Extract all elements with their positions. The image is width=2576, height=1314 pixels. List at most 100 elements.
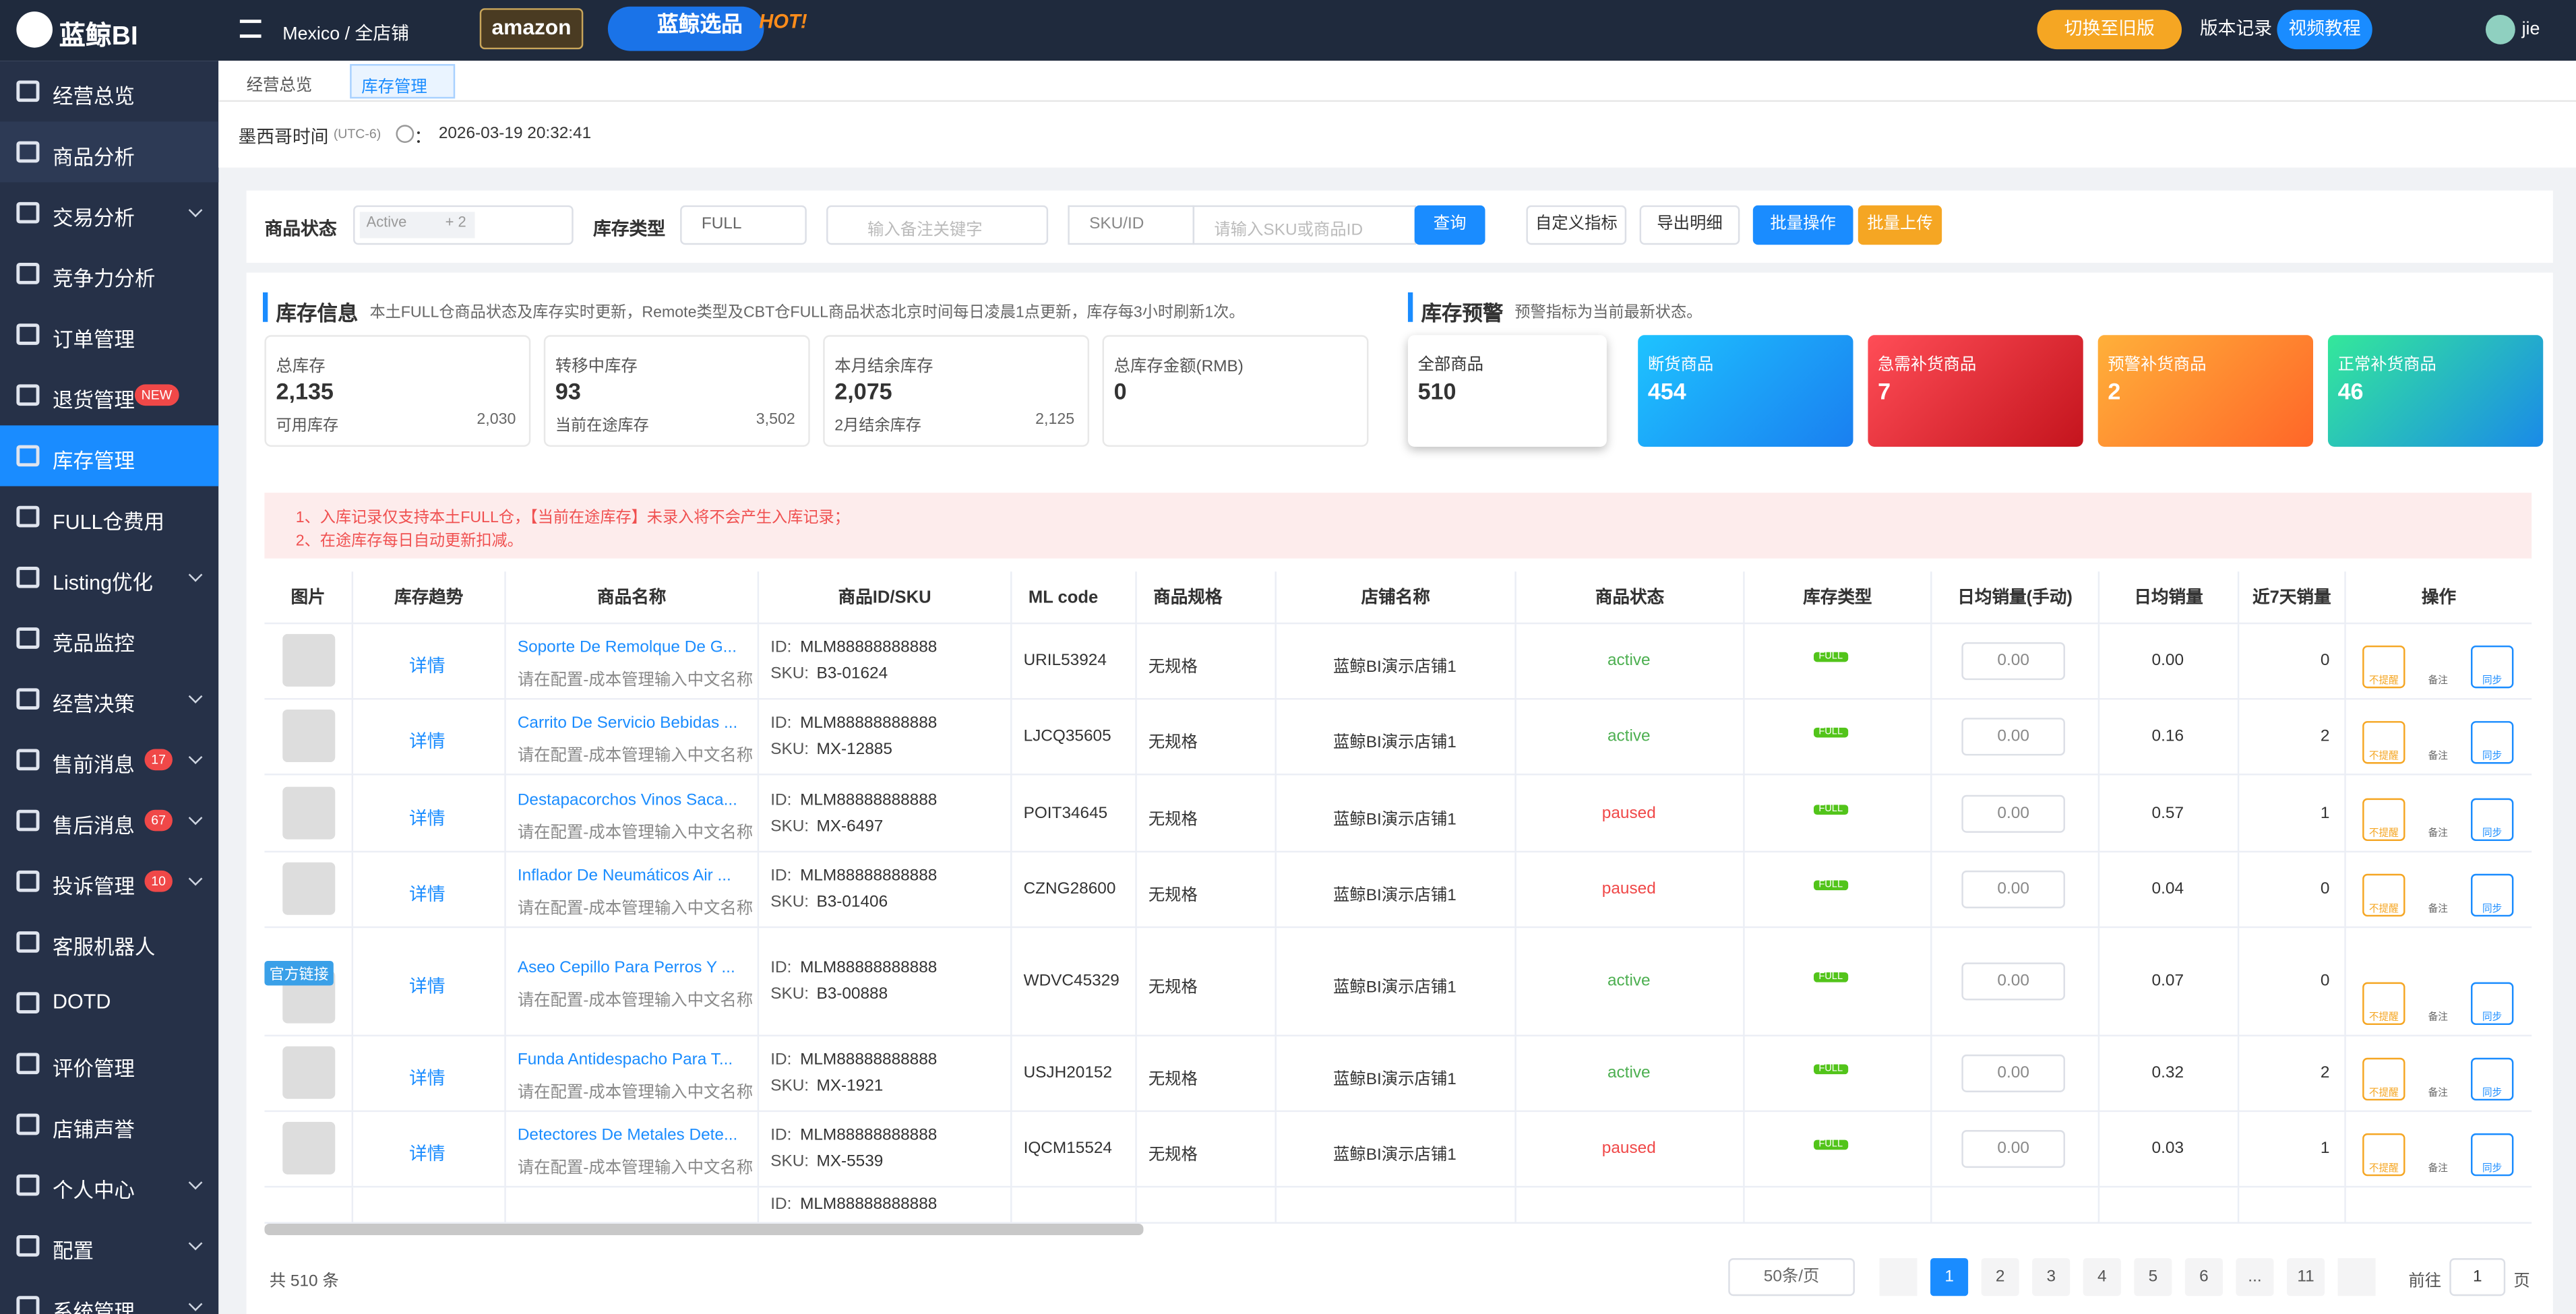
manual-input[interactable]: 0.00 [1961, 870, 2065, 908]
page-button[interactable]: 11 [2287, 1258, 2325, 1296]
page-next[interactable] [2337, 1258, 2376, 1296]
action-button[interactable]: 同步 [2471, 798, 2514, 841]
page-button[interactable]: 4 [2083, 1258, 2121, 1296]
action-button[interactable]: 备注 [2428, 905, 2448, 915]
sidebar-item[interactable]: 店铺声誉 [0, 1094, 218, 1154]
product-name[interactable]: Detectores De Metales Dete... [517, 1127, 738, 1145]
manual-input[interactable]: 0.00 [1961, 1054, 2065, 1092]
filter-button[interactable]: 查询 [1414, 205, 1485, 245]
manual-input[interactable]: 0.00 [1961, 794, 2065, 832]
action-button[interactable]: 不提醒 [2362, 873, 2405, 917]
page-button[interactable]: 6 [2184, 1258, 2223, 1296]
tab-active[interactable]: 库存管理 [350, 64, 456, 99]
sidebar-item[interactable]: 退货管理 NEW [0, 365, 218, 425]
action-button[interactable]: 同步 [2471, 982, 2514, 1025]
action-button[interactable]: 同步 [2471, 1057, 2514, 1101]
action-button[interactable]: 不提醒 [2362, 721, 2405, 764]
user-name[interactable]: jie [2521, 20, 2540, 40]
page-size[interactable]: 50条/页 [1728, 1258, 1855, 1296]
action-button[interactable]: 备注 [2428, 1013, 2448, 1024]
product-name[interactable]: Aseo Cepillo Para Perros Y ... [517, 959, 735, 978]
action-button[interactable]: 备注 [2428, 677, 2448, 687]
sidebar-item[interactable]: 个人中心 [0, 1155, 218, 1216]
goto-input[interactable]: 1 [2449, 1258, 2506, 1296]
action-button[interactable]: 同步 [2471, 873, 2514, 917]
warning-card[interactable]: 急需补货商品 7 [1868, 335, 2083, 447]
warning-card[interactable]: 断货商品 454 [1638, 335, 1853, 447]
action-button[interactable]: 备注 [2428, 829, 2448, 840]
action-button[interactable]: 备注 [2428, 752, 2448, 762]
sidebar-item[interactable]: FULL仓费用 [0, 487, 218, 547]
filter-button[interactable]: 导出明细 [1639, 205, 1740, 245]
header-button[interactable]: 视频教程 [2277, 9, 2372, 50]
detail-link[interactable]: 详情 [408, 977, 446, 997]
sidebar-item[interactable]: 投诉管理 10 [0, 851, 218, 912]
product-name[interactable]: Funda Antidespacho Para T... [517, 1051, 733, 1069]
page-button[interactable]: 1 [1930, 1258, 1969, 1296]
product-name[interactable]: Inflador De Neumáticos Air ... [517, 867, 731, 885]
sidebar-item[interactable]: 竞品监控 [0, 608, 218, 668]
tab[interactable]: 经营总览 [246, 77, 313, 96]
manual-input[interactable]: 0.00 [1961, 718, 2065, 756]
sidebar-item[interactable]: 库存管理 [0, 425, 219, 487]
sku-input[interactable]: 请输入SKU或商品ID [1192, 205, 1417, 245]
product-name[interactable]: Soporte De Remolque De G... [517, 639, 737, 657]
brand-badge[interactable]: 蓝鲸选品 [607, 6, 764, 51]
sidebar-item[interactable]: 系统管理 [0, 1276, 218, 1314]
header-button[interactable]: 版本记录 [2199, 20, 2273, 40]
sidebar-item[interactable]: 客服机器人 [0, 912, 218, 972]
menu-toggle[interactable] [239, 20, 262, 38]
sidebar-item[interactable]: 经营决策 [0, 668, 218, 729]
sidebar-item[interactable]: 交易分析 [0, 183, 218, 243]
detail-link[interactable]: 详情 [408, 809, 446, 829]
detail-link[interactable]: 详情 [408, 657, 446, 677]
sidebar-item[interactable]: 竞争力分析 [0, 243, 218, 304]
action-button[interactable]: 不提醒 [2362, 1133, 2405, 1177]
filter-button[interactable]: 自定义指标 [1526, 205, 1627, 245]
action-button[interactable]: 不提醒 [2362, 645, 2405, 689]
region-select[interactable]: Mexico / 全店铺 [282, 24, 409, 44]
sidebar-item[interactable]: 售后消息 67 [0, 790, 218, 850]
search-input[interactable]: 输入备注关键字 [826, 205, 1049, 245]
warning-card[interactable]: 预警补货商品 2 [2097, 335, 2313, 447]
detail-link[interactable]: 详情 [408, 732, 446, 753]
action-button[interactable]: 不提醒 [2362, 1057, 2405, 1101]
action-button[interactable]: 不提醒 [2362, 798, 2405, 841]
page-button[interactable]: 2 [1981, 1258, 2019, 1296]
action-button[interactable]: 同步 [2471, 1133, 2514, 1177]
sidebar-item[interactable]: 评价管理 [0, 1033, 218, 1094]
sidebar-item[interactable]: 商品分析 [0, 121, 219, 183]
status-select[interactable] [353, 205, 574, 245]
action-button[interactable]: 同步 [2471, 645, 2514, 689]
action-button[interactable]: 备注 [2428, 1089, 2448, 1099]
sidebar-item[interactable]: DOTD [0, 972, 218, 1033]
page-button[interactable]: 5 [2134, 1258, 2172, 1296]
detail-link[interactable]: 详情 [408, 1069, 446, 1090]
sidebar-item[interactable]: Listing优化 [0, 547, 218, 608]
action-button[interactable]: 备注 [2428, 1164, 2448, 1175]
manual-input[interactable]: 0.00 [1961, 642, 2065, 681]
sidebar-item[interactable]: 经营总览 [0, 61, 218, 121]
page-button[interactable]: ... [2236, 1258, 2274, 1296]
filter-button[interactable]: 批量操作 [1752, 205, 1853, 245]
warning-card[interactable]: 全部商品 510 [1407, 335, 1607, 447]
manual-input[interactable]: 0.00 [1961, 962, 2065, 1001]
action-button[interactable]: 同步 [2471, 721, 2514, 764]
manual-input[interactable]: 0.00 [1961, 1130, 2065, 1168]
action-button[interactable]: 不提醒 [2362, 982, 2405, 1025]
type-select[interactable]: FULL [680, 205, 807, 245]
detail-link[interactable]: 详情 [408, 885, 446, 906]
header-button[interactable]: 切换至旧版 [2037, 9, 2182, 50]
product-name[interactable]: Destapacorchos Vinos Saca... [517, 790, 737, 809]
amazon-badge[interactable]: amazon [479, 8, 584, 50]
detail-link[interactable]: 详情 [408, 1144, 446, 1165]
warning-card[interactable]: 正常补货商品 46 [2327, 335, 2544, 447]
page-button[interactable]: 3 [2032, 1258, 2071, 1296]
product-name[interactable]: Carrito De Servicio Bebidas ... [517, 714, 738, 733]
filter-button[interactable]: 批量上传 [1858, 205, 1942, 245]
sidebar-item[interactable]: 配置 [0, 1216, 218, 1276]
sidebar-item[interactable]: 售前消息 17 [0, 729, 218, 790]
page-prev[interactable] [1879, 1258, 1918, 1296]
sidebar-item[interactable]: 订单管理 [0, 304, 218, 365]
sku-select[interactable]: SKU/ID [1068, 205, 1195, 245]
